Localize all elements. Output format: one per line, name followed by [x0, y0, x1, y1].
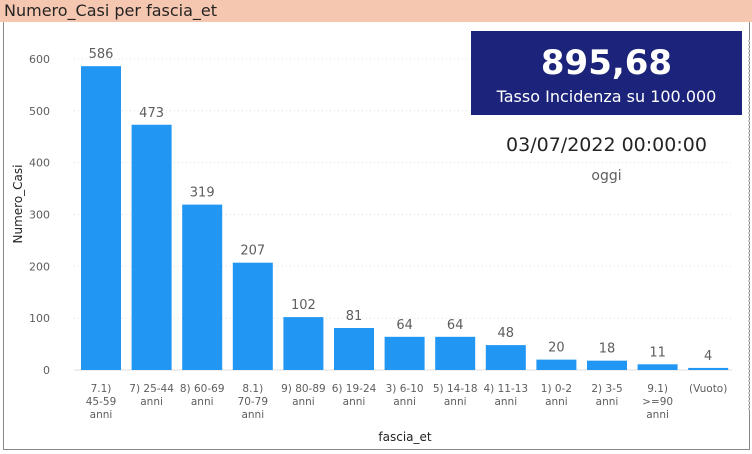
y-tick-label: 200: [29, 260, 50, 273]
y-tick-label: 400: [29, 157, 50, 170]
data-label: 64: [396, 318, 413, 333]
bars: [81, 66, 729, 370]
data-label: 18: [599, 342, 616, 357]
bar[interactable]: [637, 364, 678, 370]
x-tick-label: 7) 25-44 anni: [129, 383, 174, 408]
x-axis-label: fascia_et: [378, 430, 431, 444]
bar[interactable]: [182, 204, 223, 370]
y-tick-label: 600: [29, 53, 50, 66]
y-axis-label: Numero_Casi: [11, 165, 25, 244]
kpi-card: 895,68 Tasso Incidenza su 100.000: [471, 31, 742, 115]
x-tick-label: 3) 6-10 anni: [386, 383, 424, 408]
data-label: 319: [190, 186, 215, 201]
y-tick-label: 0: [43, 364, 50, 377]
date-value: 03/07/2022 00:00:00: [506, 134, 707, 156]
x-tick-label: 2) 3-5 anni: [591, 383, 622, 408]
x-tick-label: 6) 19-24 anni: [332, 383, 377, 408]
data-label: 48: [498, 326, 515, 341]
kpi-label: Tasso Incidenza su 100.000: [496, 87, 717, 106]
bar[interactable]: [334, 328, 374, 370]
data-label: 11: [649, 345, 666, 360]
bar[interactable]: [232, 262, 273, 370]
scrollbar[interactable]: [744, 40, 750, 410]
kpi-value: 895,68: [540, 43, 673, 83]
bar[interactable]: [384, 336, 425, 370]
chart-title: Numero_Casi per fascia_et: [0, 0, 752, 22]
y-tick-label: 500: [29, 105, 50, 118]
data-label: 586: [89, 47, 114, 62]
data-label: 473: [139, 106, 164, 121]
bar[interactable]: [283, 317, 324, 370]
bar[interactable]: [688, 367, 729, 370]
bar[interactable]: [536, 359, 577, 370]
x-tick-label: 8.1) 70-79 anni: [238, 383, 269, 421]
x-tick-label: 7.1) 45-59 anni: [86, 383, 117, 421]
data-label: 64: [447, 318, 464, 333]
x-tick-label: 9) 80-89 anni: [281, 383, 326, 408]
x-tick-label: 4) 11-13 anni: [483, 383, 528, 408]
date-label: oggi: [591, 168, 622, 184]
x-tick-label: 5) 14-18 anni: [433, 383, 478, 408]
x-tick-label: 1) 0-2 anni: [541, 383, 572, 408]
bar[interactable]: [435, 336, 476, 370]
bar[interactable]: [485, 345, 526, 370]
bar[interactable]: [587, 360, 627, 370]
x-tick-label: (Vuoto): [689, 383, 727, 395]
data-label: 102: [291, 298, 316, 313]
y-tick-label: 300: [29, 208, 50, 221]
x-tick-label: 9.1) >=90 anni: [642, 383, 673, 421]
bar[interactable]: [131, 124, 172, 370]
y-tick-label: 100: [29, 312, 50, 325]
data-labels: 586 473 319 207 102 81 64 64 48 20 18 11 4: [89, 47, 713, 364]
data-label: 4: [704, 349, 712, 364]
data-label: 81: [346, 309, 363, 324]
data-label: 20: [548, 341, 565, 356]
y-axis-ticks: 0 100 200 300 400 500 600: [29, 53, 50, 377]
data-label: 207: [240, 244, 265, 259]
x-tick-label: 8) 60-69 anni: [180, 383, 225, 408]
bar[interactable]: [81, 66, 121, 370]
